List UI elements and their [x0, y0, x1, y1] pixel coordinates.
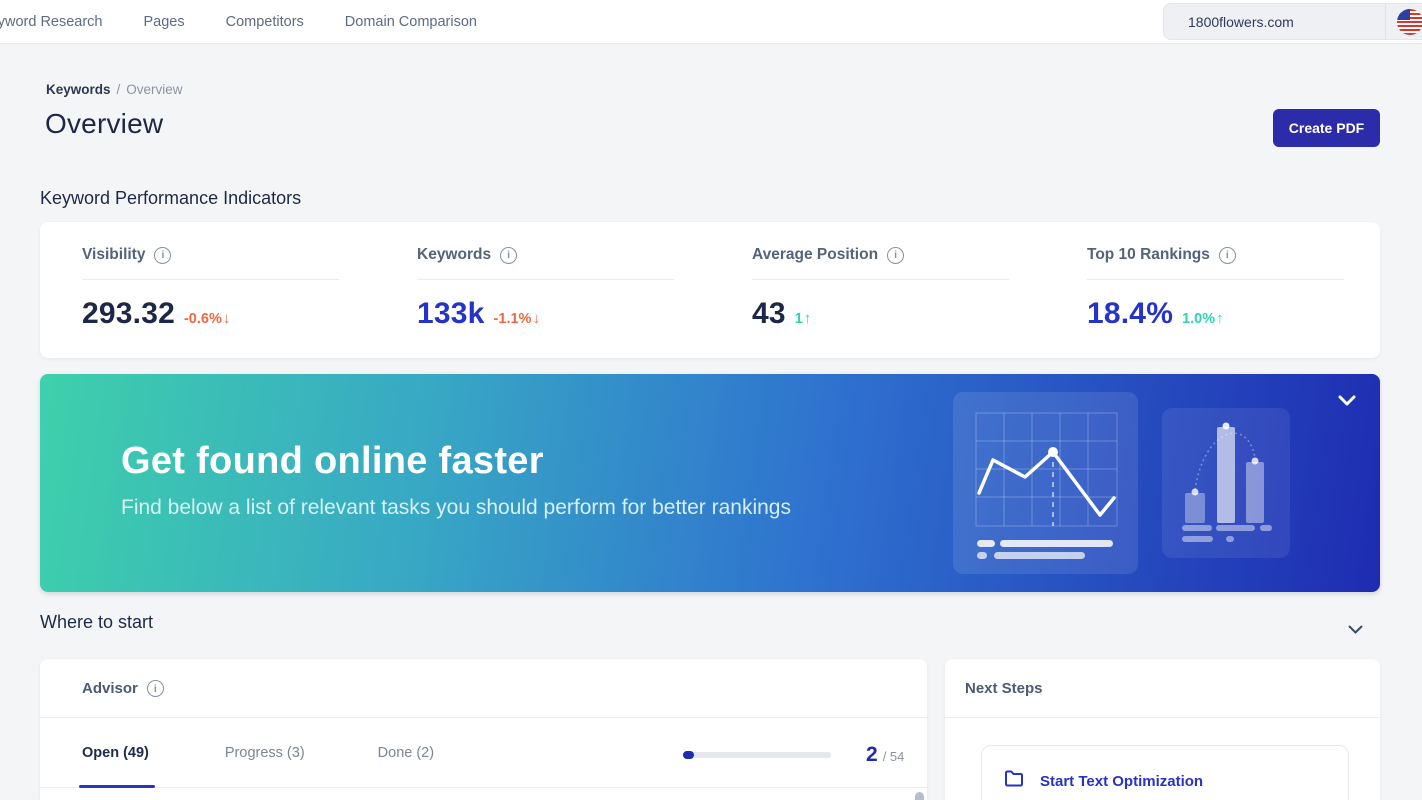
kpi-visibility: Visibility i 293.32 -0.6%↓ — [40, 222, 375, 358]
tab-label: Open (49) — [82, 744, 149, 761]
kpi-label: Visibility — [82, 246, 146, 263]
domain-selector[interactable]: 1800flowers.com — [1163, 3, 1422, 40]
tab-label: Progress (3) — [224, 744, 305, 761]
active-tab-underline — [79, 785, 155, 788]
down-arrow-icon: ↓ — [222, 310, 231, 327]
info-icon[interactable]: i — [887, 246, 905, 264]
tab-done[interactable]: Done (2) — [378, 718, 434, 787]
breadcrumb-overview: Overview — [126, 82, 183, 97]
tab-label: Done (2) — [377, 744, 435, 761]
advisor-tabs: Open (49) Progress (3) Done (2) — [40, 718, 927, 788]
next-steps-card: Next Steps Start Text Optimization — [945, 659, 1380, 800]
advisor-total-count: / 54 — [882, 749, 905, 764]
us-flag-icon[interactable] — [1386, 8, 1422, 35]
info-icon[interactable]: i — [146, 680, 164, 697]
breadcrumb-separator: / — [116, 82, 121, 97]
kpi-change: 1↑ — [795, 310, 812, 327]
kpi-label: Top 10 Rankings — [1087, 246, 1210, 263]
where-to-start-collapse-chevron-icon[interactable] — [1348, 621, 1363, 639]
advisor-progress-count: 2 / 54 — [866, 743, 904, 767]
tab-open[interactable]: Open (49) — [79, 718, 155, 788]
kpi-value: 293.32 — [82, 297, 175, 330]
divider — [40, 717, 927, 718]
info-icon[interactable]: i — [154, 246, 172, 264]
divider — [82, 279, 339, 280]
where-to-start-heading: Where to start — [40, 612, 154, 632]
kpi-change-text: 1 — [794, 311, 803, 327]
kpi-top10-rankings: Top 10 Rankings i 18.4% 1.0%↑ — [1045, 222, 1380, 358]
kpi-value: 43 — [752, 297, 786, 330]
nav-item-domain-comparison[interactable]: Domain Comparison — [344, 13, 477, 30]
kpi-label: Average Position — [752, 246, 879, 263]
kpi-card: Visibility i 293.32 -0.6%↓ Keywords i 13… — [40, 222, 1380, 358]
advisor-scrollbar-thumb[interactable] — [915, 792, 924, 800]
nav-item-competitors[interactable]: Competitors — [225, 13, 304, 30]
nav-item-pages[interactable]: Pages — [143, 13, 185, 30]
down-arrow-icon: ↓ — [532, 310, 540, 327]
promo-banner: Get found online faster Find below a lis… — [40, 374, 1380, 592]
kpi-value: 133k — [417, 297, 485, 330]
banner-subtitle: Find below a list of relevant tasks you … — [121, 496, 791, 519]
folder-icon — [1004, 770, 1024, 792]
kpi-change: -1.1%↓ — [494, 310, 540, 327]
top-navigation: Keyword Research Pages Competitors Domai… — [0, 0, 1422, 44]
kpi-change: -0.6%↓ — [184, 310, 230, 327]
info-icon[interactable]: i — [500, 246, 518, 264]
next-step-item[interactable]: Start Text Optimization — [981, 745, 1349, 800]
up-arrow-icon: ↑ — [803, 310, 812, 327]
banner-collapse-chevron-icon[interactable] — [1338, 393, 1356, 411]
advisor-done-count: 2 — [866, 743, 878, 766]
divider — [1385, 3, 1386, 40]
kpi-average-position: Average Position i 43 1↑ — [710, 222, 1045, 358]
breadcrumb: Keywords / Overview — [46, 82, 183, 97]
kpi-change-text: -0.6% — [183, 311, 222, 327]
next-step-label: Start Text Optimization — [1040, 772, 1204, 790]
divider — [945, 717, 1380, 718]
bar-chart-illustration — [1162, 408, 1290, 558]
divider — [417, 279, 674, 280]
line-chart-illustration — [953, 392, 1138, 574]
domain-value[interactable]: 1800flowers.com — [1188, 13, 1294, 30]
kpi-keywords: Keywords i 133k -1.1%↓ — [375, 222, 710, 358]
kpi-label: Keywords — [417, 246, 492, 263]
nav-item-keyword-research[interactable]: Keyword Research — [0, 13, 103, 30]
next-steps-title: Next Steps — [965, 680, 1043, 697]
create-pdf-button[interactable]: Create PDF — [1273, 109, 1380, 147]
divider — [752, 279, 1009, 280]
advisor-progress-bar — [683, 751, 831, 759]
kpi-change: 1.0%↑ — [1182, 310, 1224, 327]
tab-progress[interactable]: Progress (3) — [225, 718, 305, 787]
kpi-change-text: 1.0% — [1182, 311, 1216, 327]
page-title: Overview — [45, 108, 164, 139]
advisor-card: Advisor i Open (49) Progress (3) Done (2… — [40, 659, 927, 800]
nav-items: Keyword Research Pages Competitors Domai… — [0, 14, 477, 30]
divider — [1087, 279, 1344, 280]
info-icon[interactable]: i — [1218, 246, 1236, 264]
advisor-progress-fill — [683, 751, 694, 759]
kpi-section-heading: Keyword Performance Indicators — [40, 188, 302, 208]
breadcrumb-keywords[interactable]: Keywords — [46, 82, 111, 97]
kpi-change-text: -1.1% — [493, 311, 532, 327]
up-arrow-icon: ↑ — [1216, 310, 1224, 327]
advisor-title: Advisor — [82, 680, 138, 697]
banner-title: Get found online faster — [121, 440, 544, 482]
kpi-value: 18.4% — [1087, 297, 1174, 330]
